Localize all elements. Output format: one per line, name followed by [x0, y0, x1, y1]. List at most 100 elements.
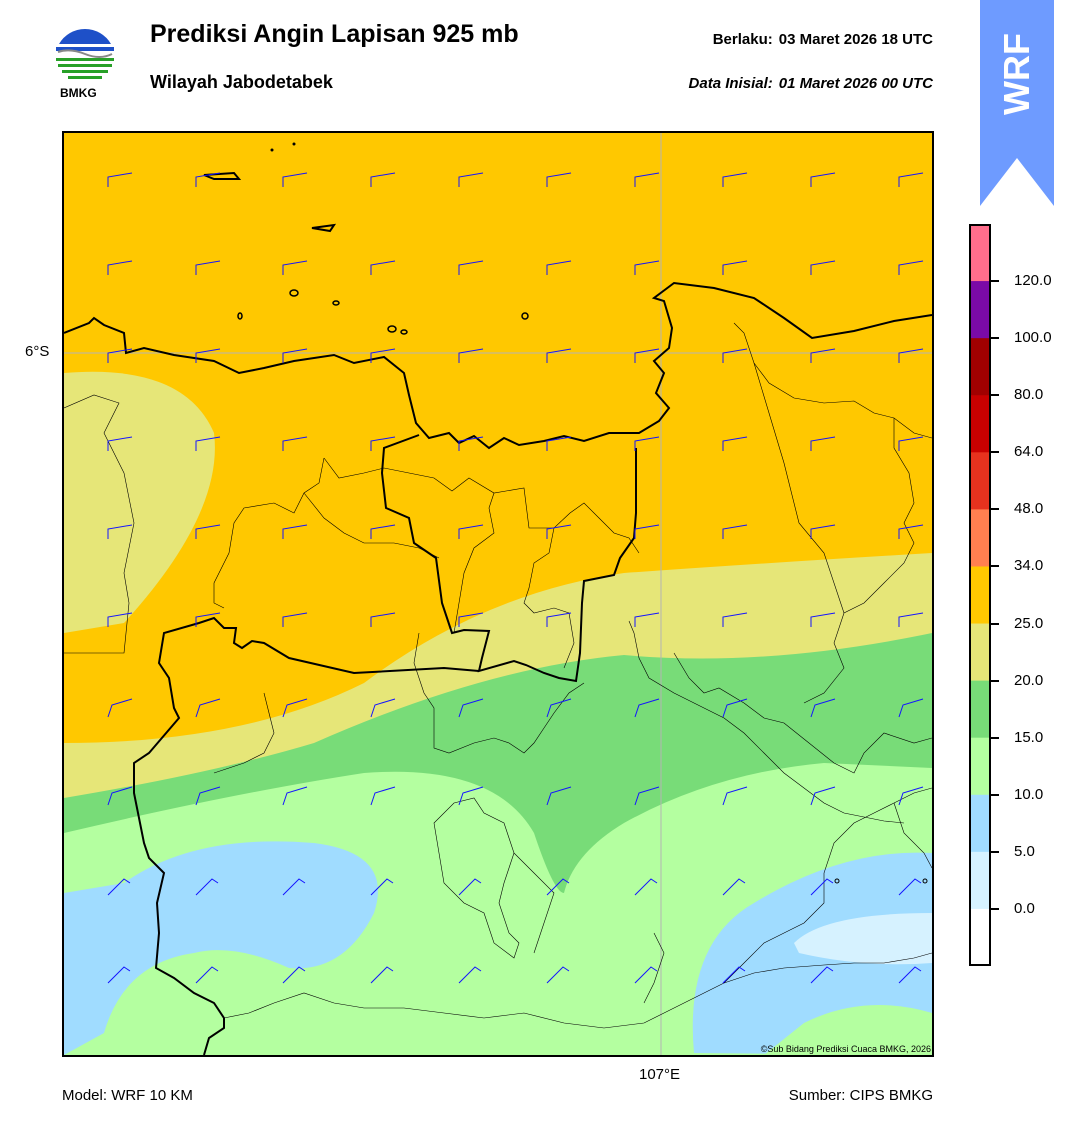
wind-barb [282, 698, 308, 718]
wind-barb [458, 698, 484, 718]
colorbar-segment [969, 623, 991, 682]
wrf-badge-text: WRF [996, 33, 1037, 115]
colorbar-tick [991, 907, 999, 910]
logo-text: BMKG [60, 86, 97, 100]
wind-barb [107, 348, 133, 363]
wind-barb [810, 786, 836, 806]
colorbar-tick-label: 34.0 [1014, 557, 1044, 575]
wind-barb [282, 348, 308, 363]
wind-barb [810, 612, 836, 627]
wind-barb [282, 966, 306, 984]
wind-barb [458, 786, 484, 806]
map-canvas [64, 133, 932, 1055]
colorbar-tick [991, 736, 999, 739]
wind-barb [282, 612, 308, 627]
bmkg-logo [55, 24, 115, 84]
wind-barb [370, 524, 396, 539]
colorbar-segment [969, 338, 991, 396]
wind-barb [722, 966, 746, 984]
wind-barb [195, 436, 221, 451]
wind-barb [195, 786, 221, 806]
wind-barb [634, 348, 660, 363]
colorbar-tick [991, 793, 999, 796]
colorbar-tick [991, 622, 999, 625]
wind-barb [282, 524, 308, 539]
wind-barb [195, 612, 221, 627]
colorbar-tick [991, 565, 999, 568]
wind-barb [634, 260, 660, 275]
wind-barb [634, 612, 660, 627]
colorbar-tick-label: 120.0 [1014, 272, 1052, 290]
wind-barb [546, 786, 572, 806]
colorbar-segment [969, 452, 991, 510]
wind-barbs [107, 172, 924, 984]
wind-barb [722, 436, 748, 451]
wind-barb [195, 260, 221, 275]
wind-barb [546, 524, 572, 539]
wind-barb [898, 260, 924, 275]
wind-barb [370, 966, 394, 984]
wind-barb [810, 698, 836, 718]
wind-barb [634, 878, 658, 896]
wind-barb [898, 612, 924, 627]
colorbar-tick-label: 100.0 [1014, 329, 1052, 347]
wind-barb [898, 348, 924, 363]
wind-barb [634, 786, 660, 806]
wind-barb [370, 172, 396, 187]
wind-barb [458, 524, 484, 539]
wind-barb [107, 260, 133, 275]
page-subtitle: Wilayah Jabodetabek [150, 72, 333, 92]
copyright-text: ©Sub Bidang Prediksi Cuaca BMKG, 2026 [760, 1044, 931, 1054]
colorbar-segment [969, 224, 991, 282]
wind-barb [722, 172, 748, 187]
colorbar-segment [969, 680, 991, 739]
wind-barb [546, 260, 572, 275]
wind-barb [634, 436, 660, 451]
wind-barb [195, 348, 221, 363]
wind-barb [722, 786, 748, 806]
colorbar-segment [969, 737, 991, 796]
wind-barb [107, 612, 133, 627]
wind-barb [107, 436, 133, 451]
wind-barb [546, 348, 572, 363]
latitude-label: 6°S [25, 343, 50, 360]
colorbar-segment [969, 908, 991, 966]
wind-barb [282, 436, 308, 451]
wind-barb [634, 698, 660, 718]
init-label: Data Inisial: [688, 75, 773, 92]
colorbar-tick-label: 10.0 [1014, 785, 1044, 803]
wind-barb [722, 612, 748, 627]
valid-time: Berlaku: 03 Maret 2026 18 UTC [713, 31, 933, 48]
wind-barb [458, 348, 484, 363]
wind-barb [370, 698, 396, 718]
wind-barb [898, 698, 924, 718]
wind-barb [370, 260, 396, 275]
wind-barb [810, 524, 836, 539]
wind-barb [634, 966, 658, 984]
colorbar-tick-label: 64.0 [1014, 443, 1044, 461]
colorbar-tick [991, 337, 999, 340]
colorbar-segment [969, 794, 991, 853]
wind-barb [546, 612, 572, 627]
colorbar-tick-label: 15.0 [1014, 728, 1044, 746]
wind-barb [370, 348, 396, 363]
wind-barb [810, 348, 836, 363]
wind-barb [634, 524, 660, 539]
colorbar-segment [969, 281, 991, 339]
colorbar-segment [969, 851, 991, 910]
wind-barb [458, 172, 484, 187]
wind-barb [546, 436, 572, 451]
wind-barb [898, 878, 922, 896]
colorbar-tick-label: 80.0 [1014, 386, 1044, 404]
wind-barb [282, 878, 306, 896]
wind-barb [722, 348, 748, 363]
valid-label: Berlaku: [712, 31, 773, 48]
wind-barb [898, 436, 924, 451]
valid-value: 03 Maret 2026 18 UTC [778, 31, 933, 48]
colorbar-tick [991, 394, 999, 397]
wind-barb [722, 878, 746, 896]
colorbar-tick [991, 679, 999, 682]
wind-barb [546, 966, 570, 984]
wind-barb [195, 172, 221, 187]
longitude-label: 107°E [639, 1066, 681, 1083]
